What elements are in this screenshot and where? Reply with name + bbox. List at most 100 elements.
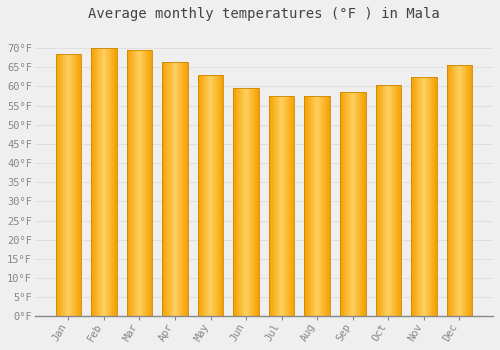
Bar (99, 48, 100, 316)
Bar (284, 96, 285, 316)
Bar (456, 65, 457, 316)
Bar (324, 96, 325, 316)
Bar (243, 89, 244, 316)
Bar (393, 85, 394, 316)
Bar (462, 65, 464, 316)
Bar (220, 75, 221, 316)
Bar (132, 50, 133, 316)
Bar (322, 96, 323, 316)
Bar (165, 62, 166, 316)
Bar (199, 75, 200, 316)
Bar (357, 92, 358, 316)
Bar (470, 65, 471, 316)
Bar (274, 96, 276, 316)
Bar (69, 54, 70, 316)
Bar (390, 85, 391, 316)
Bar (200, 75, 201, 316)
Bar (71, 54, 72, 316)
Bar (250, 89, 251, 316)
Bar (95, 48, 96, 316)
Bar (162, 62, 163, 316)
Bar (214, 75, 215, 316)
Bar (142, 50, 144, 316)
Bar (126, 50, 152, 316)
Bar (288, 96, 290, 316)
Bar (100, 48, 102, 316)
Bar (431, 77, 432, 316)
Bar (237, 89, 238, 316)
Bar (184, 62, 185, 316)
Bar (309, 96, 310, 316)
Bar (361, 92, 362, 316)
Bar (175, 62, 176, 316)
Bar (464, 65, 465, 316)
Bar (362, 92, 363, 316)
Bar (102, 48, 104, 316)
Bar (280, 96, 281, 316)
Bar (425, 77, 426, 316)
Bar (94, 48, 95, 316)
Bar (213, 75, 214, 316)
Bar (56, 54, 57, 316)
Bar (352, 92, 353, 316)
Bar (74, 54, 75, 316)
Bar (171, 62, 172, 316)
Bar (236, 89, 237, 316)
Bar (311, 96, 312, 316)
Bar (452, 65, 453, 316)
Bar (326, 96, 327, 316)
Bar (453, 65, 454, 316)
Bar (399, 85, 400, 316)
Bar (133, 50, 134, 316)
Bar (305, 96, 306, 316)
Bar (392, 85, 393, 316)
Bar (91, 48, 116, 316)
Bar (466, 65, 467, 316)
Bar (342, 92, 343, 316)
Bar (287, 96, 288, 316)
Bar (97, 48, 98, 316)
Bar (163, 62, 164, 316)
Bar (140, 50, 141, 316)
Bar (247, 89, 248, 316)
Bar (412, 77, 413, 316)
Bar (430, 77, 431, 316)
Bar (162, 62, 188, 316)
Bar (413, 77, 414, 316)
Bar (137, 50, 138, 316)
Bar (448, 65, 449, 316)
Bar (173, 62, 174, 316)
Bar (427, 77, 428, 316)
Bar (378, 85, 380, 316)
Bar (241, 89, 242, 316)
Bar (145, 50, 146, 316)
Bar (198, 75, 199, 316)
Bar (130, 50, 131, 316)
Bar (292, 96, 293, 316)
Bar (319, 96, 320, 316)
Bar (108, 48, 109, 316)
Bar (286, 96, 287, 316)
Bar (206, 75, 208, 316)
Bar (346, 92, 347, 316)
Bar (63, 54, 64, 316)
Bar (252, 89, 253, 316)
Bar (205, 75, 206, 316)
Bar (323, 96, 324, 316)
Bar (290, 96, 292, 316)
Bar (411, 77, 412, 316)
Bar (254, 89, 255, 316)
Bar (318, 96, 319, 316)
Bar (110, 48, 111, 316)
Bar (276, 96, 277, 316)
Bar (428, 77, 429, 316)
Bar (73, 54, 74, 316)
Bar (387, 85, 388, 316)
Bar (72, 54, 73, 316)
Bar (396, 85, 398, 316)
Bar (64, 54, 65, 316)
Bar (126, 50, 128, 316)
Bar (457, 65, 458, 316)
Bar (211, 75, 212, 316)
Bar (208, 75, 210, 316)
